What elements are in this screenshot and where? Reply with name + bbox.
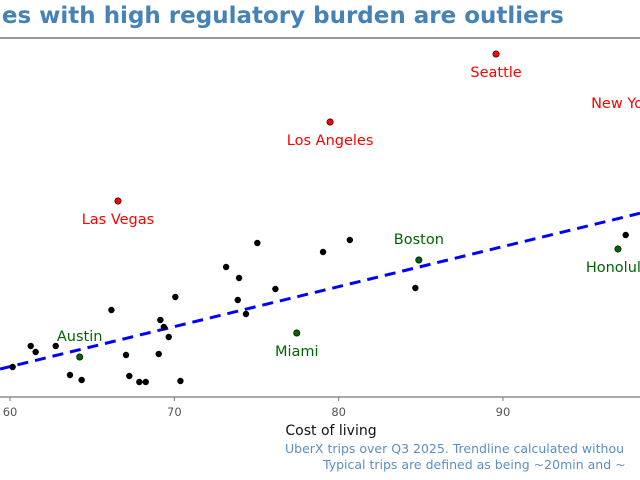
data-point (126, 372, 133, 380)
data-point (157, 316, 164, 324)
data-point (78, 376, 85, 384)
x-tick-label: 60 (3, 405, 18, 419)
x-tick-label: 70 (167, 405, 182, 419)
data-point (142, 378, 149, 386)
data-point-los-angeles (326, 118, 334, 126)
point-label: Seattle (470, 65, 521, 81)
data-point (412, 284, 419, 292)
point-label: Boston (394, 232, 444, 248)
data-point (136, 378, 143, 386)
data-point (622, 231, 629, 239)
title-divider (0, 37, 640, 39)
data-point-seattle (492, 50, 500, 58)
data-point (177, 377, 184, 385)
data-point (155, 350, 162, 358)
x-axis-label: Cost of living (285, 423, 376, 439)
data-point (254, 239, 261, 247)
data-point-boston (415, 256, 423, 264)
data-point (235, 274, 243, 282)
data-point (172, 293, 179, 301)
data-point (108, 306, 115, 314)
data-point (165, 333, 172, 341)
data-point (122, 351, 130, 359)
data-point-las-vegas (114, 197, 122, 205)
data-point (66, 371, 74, 379)
data-point (27, 342, 34, 350)
data-point-austin (76, 353, 84, 361)
footnote-line-2: Typical trips are defined as being ~20mi… (323, 457, 626, 472)
x-tick-label: 80 (331, 405, 346, 419)
data-point-miami (293, 329, 301, 337)
point-label: Miami (275, 344, 319, 360)
data-point (9, 363, 16, 371)
point-label: Austin (57, 329, 103, 345)
trendline (0, 211, 640, 371)
data-point (222, 263, 230, 271)
data-point (319, 248, 327, 256)
footnote-line-1: UberX trips over Q3 2025. Trendline calc… (285, 441, 625, 456)
data-point (52, 342, 59, 350)
point-label: Honolulu (586, 260, 640, 276)
point-label: Los Angeles (287, 133, 374, 149)
data-point (160, 323, 168, 331)
x-tick-label: 90 (496, 405, 511, 419)
data-point (242, 310, 250, 318)
data-point (346, 236, 354, 244)
data-point (272, 285, 279, 293)
point-label: New York (591, 96, 640, 112)
data-point-honolulu (614, 245, 622, 253)
data-point (32, 348, 39, 356)
chart-title: ies with high regulatory burden are outl… (0, 3, 564, 29)
point-label: Las Vegas (82, 212, 155, 228)
data-point (234, 296, 241, 304)
